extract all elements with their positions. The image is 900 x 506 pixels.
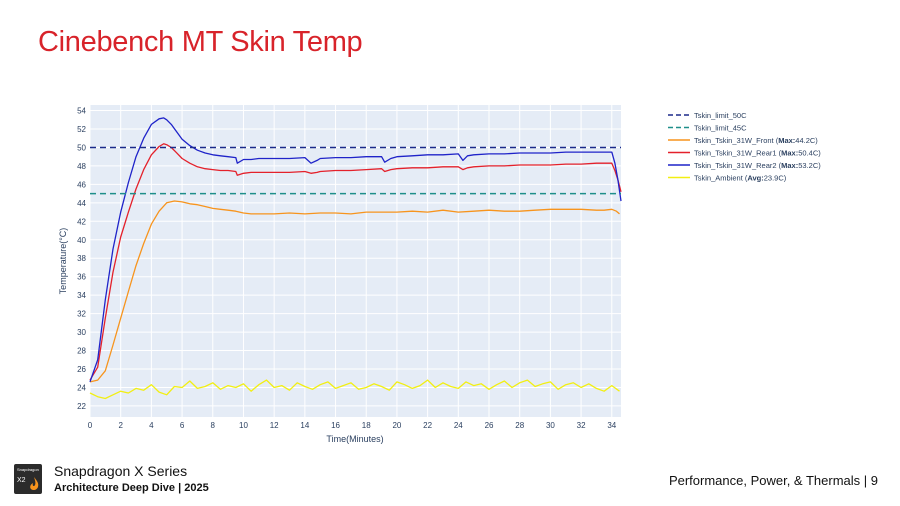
slide-title: Cinebench MT Skin Temp — [38, 26, 363, 58]
y-tick-label: 22 — [77, 402, 86, 411]
series-line-tskin-tskin-31w-rear2 — [89, 117, 622, 383]
series-lines — [89, 117, 622, 400]
x-tick-label: 6 — [180, 421, 185, 430]
y-tick-label: 30 — [77, 328, 86, 337]
x-tick-label: 20 — [392, 421, 401, 430]
flame-icon — [30, 477, 39, 491]
series-line-tskin-tskin-31w-rear1 — [89, 143, 622, 381]
y-tick-label: 54 — [77, 107, 86, 116]
x-tick-label: 34 — [607, 421, 616, 430]
logo-brand-text: Snapdragon — [17, 467, 39, 472]
x-tick-label: 32 — [577, 421, 586, 430]
x-tick-label: 22 — [423, 421, 432, 430]
x-tick-labels: 0 2 4 6 8 10 12 14 16 18 20 22 24 26 28 30 32 34 — [88, 421, 617, 430]
x-tick-label: 14 — [300, 421, 309, 430]
legend-entry-label: Tskin_Ambient (Avg:23.9C) — [694, 174, 787, 183]
legend-entry-label: Tskin_Tskin_31W_Rear2 (Max:53.2C) — [694, 161, 821, 170]
y-tick-labels: 22 24 26 28 30 32 34 36 38 40 42 44 46 48 50 52 54 — [77, 107, 86, 411]
x-tick-label: 26 — [485, 421, 494, 430]
x-tick-label: 12 — [270, 421, 279, 430]
legend-entry-label: Tskin_Tskin_31W_Front (Max:44.2C) — [694, 136, 818, 145]
legend-entry-label: Tskin_limit_50C — [694, 111, 747, 120]
x-tick-label: 16 — [331, 421, 340, 430]
footer-section-label: Performance, Power, & Thermals | 9 — [668, 473, 878, 488]
plot-background — [90, 105, 621, 417]
y-tick-label: 42 — [77, 217, 86, 226]
y-tick-label: 38 — [77, 254, 86, 263]
series-line-tskin-tskin-31w-front — [89, 200, 620, 383]
y-tick-label: 40 — [77, 236, 86, 245]
y-tick-label: 50 — [77, 143, 86, 152]
legend: Tskin_limit_50C Tskin_limit_45C Tskin_Tski… — [668, 111, 821, 183]
footer-product-name: Snapdragon X Series — [54, 463, 188, 479]
y-tick-label: 44 — [77, 199, 86, 208]
footer-event-name: Architecture Deep Dive | 2025 — [54, 482, 209, 494]
x-tick-label: 0 — [88, 421, 93, 430]
y-tick-label: 26 — [77, 365, 86, 374]
y-tick-label: 32 — [77, 310, 86, 319]
snapdragon-logo: Snapdragon X2 — [14, 464, 42, 494]
x-tick-label: 18 — [362, 421, 371, 430]
y-tick-label: 24 — [77, 383, 86, 392]
x-tick-label: 28 — [515, 421, 524, 430]
y-tick-label: 46 — [77, 180, 86, 189]
x-tick-label: 8 — [211, 421, 216, 430]
legend-entry-label: Tskin_Tskin_31W_Rear1 (Max:50.4C) — [694, 149, 821, 158]
y-tick-label: 34 — [77, 291, 86, 300]
logo-model-text: X2 — [17, 477, 26, 484]
y-axis-label: Temperature(°C) — [58, 228, 68, 295]
x-tick-label: 4 — [149, 421, 154, 430]
y-tick-label: 28 — [77, 347, 86, 356]
y-tick-label: 52 — [77, 125, 86, 134]
x-tick-label: 30 — [546, 421, 555, 430]
x-tick-label: 10 — [239, 421, 248, 430]
series-line-tskin-ambient — [89, 379, 620, 400]
x-tick-label: 2 — [118, 421, 123, 430]
legend-entry-label: Tskin_limit_45C — [694, 124, 747, 133]
y-tick-label: 36 — [77, 273, 86, 282]
x-axis-label: Time(Minutes) — [326, 434, 383, 444]
y-tick-label: 48 — [77, 162, 86, 171]
x-tick-label: 24 — [454, 421, 463, 430]
